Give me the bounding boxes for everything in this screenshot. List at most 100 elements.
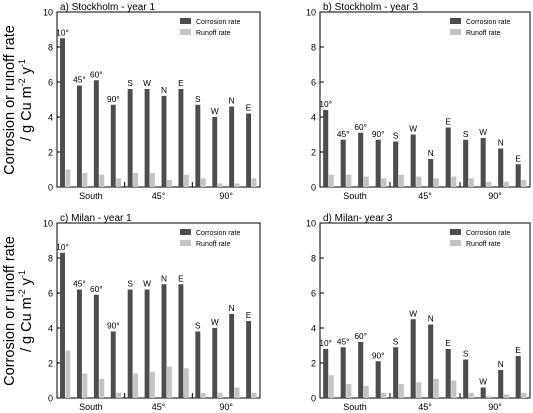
bar-runoff (433, 378, 439, 398)
y-tick-label: 2 (48, 148, 53, 158)
bar-label: 60° (90, 284, 103, 294)
group-label: 90° (219, 402, 233, 412)
bar-label: E (445, 117, 451, 127)
bar-corrosion (410, 319, 416, 398)
y-axis-title-exp2: -1 (17, 270, 27, 278)
y-axis-title-exp1: -2 (17, 289, 27, 297)
bar-label: W (211, 106, 219, 116)
panel-title: b) Stockholm - year 3 (323, 2, 418, 13)
bar-corrosion (212, 117, 218, 187)
bar-corrosion (375, 139, 381, 187)
y-axis-title-year: y (19, 66, 35, 78)
y-axis-title-unit: / g Cu m (19, 297, 35, 352)
bar-label: N (428, 314, 434, 324)
group-label: South (79, 402, 103, 412)
bar-label: E (445, 338, 451, 348)
bar-corrosion (110, 331, 116, 398)
bar-label: N (498, 138, 504, 148)
bar-runoff (234, 183, 240, 187)
bar-corrosion (93, 80, 99, 187)
bar-runoff (468, 392, 474, 398)
y-axis-title-line1: Corrosion or runoff rate (2, 25, 18, 175)
bar-label: W (479, 127, 487, 137)
legend-swatch-corrosion (450, 229, 461, 235)
bar-runoff (82, 373, 88, 398)
bar-label: 90° (372, 129, 385, 139)
bar-corrosion (480, 387, 486, 398)
bar-runoff (398, 174, 404, 187)
bar-label: 90° (107, 94, 120, 104)
group-label: South (79, 191, 103, 201)
bar-label: N (229, 303, 235, 313)
y-tick-label: 10 (306, 8, 316, 18)
group-label: 90° (488, 191, 502, 201)
bar-runoff (234, 387, 240, 398)
bar-label: W (409, 308, 417, 318)
bar-corrosion (212, 328, 218, 398)
y-tick-label: 4 (311, 324, 316, 334)
bar-corrosion (60, 38, 65, 187)
bar-label: 60° (354, 122, 367, 132)
legend-swatch-corrosion (180, 18, 191, 24)
bar-corrosion (60, 252, 65, 398)
bar-label: 45° (337, 129, 350, 139)
bar-runoff (217, 392, 223, 398)
bar-label: S (393, 336, 399, 346)
bar-runoff (133, 373, 139, 398)
bar-label: 45° (73, 75, 86, 85)
bar-runoff (251, 178, 257, 187)
bar-corrosion (76, 289, 82, 398)
bar-runoff (183, 368, 189, 398)
bar-corrosion (515, 356, 521, 398)
y-axis-title-top: Corrosion or runoff rate / g Cu m-2 y-1 (2, 25, 35, 175)
bar-label: E (246, 103, 252, 113)
bar-corrosion (144, 289, 150, 398)
legend-swatch-corrosion (180, 229, 191, 235)
y-axis-title-line2: / g Cu m-2 y-1 (17, 270, 35, 352)
bar-corrosion (246, 321, 252, 398)
plot-frame (319, 11, 531, 188)
group-label: 90° (488, 402, 502, 412)
legend-label-runoff: Runoff rate (466, 241, 501, 248)
y-axis-title-exp2: -1 (17, 59, 27, 67)
bar-corrosion (340, 139, 346, 187)
bar-corrosion (76, 85, 82, 187)
bar-corrosion (323, 110, 329, 187)
legend-swatch-runoff (180, 29, 191, 35)
bar-runoff (346, 174, 352, 187)
plot-frame (319, 222, 531, 399)
bar-label: 45° (337, 336, 350, 346)
y-tick-label: 8 (311, 43, 316, 53)
legend-label-corrosion: Corrosion rate (196, 19, 240, 26)
legend: Corrosion rate Runoff rate (180, 18, 240, 37)
bar-runoff (521, 392, 527, 398)
bar-runoff (433, 178, 439, 187)
bar-runoff (251, 392, 257, 398)
group-label: 45° (152, 402, 166, 412)
y-tick-label: 0 (48, 183, 53, 193)
bar-runoff (166, 180, 172, 187)
bar-corrosion (144, 89, 150, 187)
legend-label-runoff: Runoff rate (196, 241, 231, 248)
y-tick-label: 0 (48, 394, 53, 404)
bar-label: E (515, 345, 521, 355)
bar-label: E (515, 153, 521, 163)
y-tick-label: 6 (311, 78, 316, 88)
bar-label: W (143, 279, 151, 289)
legend-label-corrosion: Corrosion rate (466, 19, 510, 26)
y-tick-label: 6 (48, 289, 53, 299)
bar-runoff (363, 385, 369, 398)
panel-4: d) Milan- year 3 0 2 4 6 8 10 10° 45° 60° 90° S W N E S… (306, 213, 531, 412)
bar-label: 60° (354, 331, 367, 341)
bar-label: 10° (56, 27, 69, 37)
bar-corrosion (428, 159, 434, 187)
bar-corrosion (161, 96, 167, 187)
bar-runoff (416, 176, 422, 187)
y-tick-label: 8 (48, 43, 53, 53)
bar-runoff (468, 178, 474, 187)
bar-label: S (393, 131, 399, 141)
bar-runoff (346, 384, 352, 398)
bar-runoff (328, 375, 334, 398)
bar-label: N (229, 96, 235, 106)
